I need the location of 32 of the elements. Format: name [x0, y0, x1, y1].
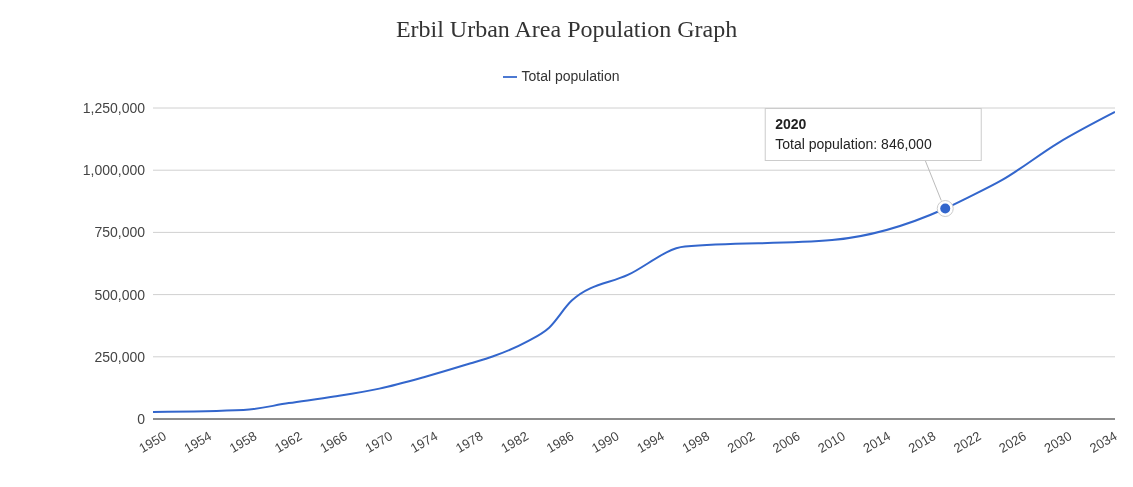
line-series [153, 110, 1115, 414]
x-tick-label: 1974 [407, 428, 441, 456]
x-tick-label: 1998 [679, 428, 712, 456]
x-tick-label: 2014 [860, 428, 894, 456]
x-tick-label: 1978 [453, 428, 486, 456]
y-tick-label: 0 [137, 410, 146, 427]
x-tick-label: 1962 [272, 428, 305, 456]
annotation: 2020 Total population: 846,000 [775, 115, 932, 152]
x-tick-label: 1958 [226, 428, 260, 456]
x-tick-label: 1994 [634, 428, 667, 456]
x-tick-label: 1986 [543, 428, 577, 456]
x-tick-label: 2002 [724, 428, 758, 456]
x-tick-label: 2034 [1086, 428, 1120, 456]
x-tick-label: 1954 [181, 428, 215, 456]
y-tick-label: 1,000,000 [82, 162, 146, 179]
x-tick-label: 2018 [905, 428, 939, 456]
x-tick-label: 2010 [815, 428, 848, 456]
x-tick-label: 1950 [136, 428, 169, 456]
y-tick-label: 250,000 [94, 348, 146, 365]
chart-title: Erbil Urban Area Population Graph [394, 16, 739, 43]
x-tick-label: 1966 [317, 428, 350, 456]
x-tick-label: 2006 [769, 428, 803, 456]
y-tick-label: 500,000 [94, 286, 146, 303]
legend-label: Total population [521, 68, 620, 84]
x-tick-label: 2022 [951, 428, 984, 456]
x-tick-label: 2030 [1041, 428, 1075, 456]
y-tick-label: 1,250,000 [82, 99, 146, 116]
x-tick-label: 2026 [996, 428, 1029, 456]
x-tick-label: 1982 [498, 428, 531, 456]
x-tick-label: 1970 [362, 428, 396, 456]
y-tick-label: 750,000 [94, 224, 146, 241]
x-tick-label: 1990 [588, 428, 622, 456]
